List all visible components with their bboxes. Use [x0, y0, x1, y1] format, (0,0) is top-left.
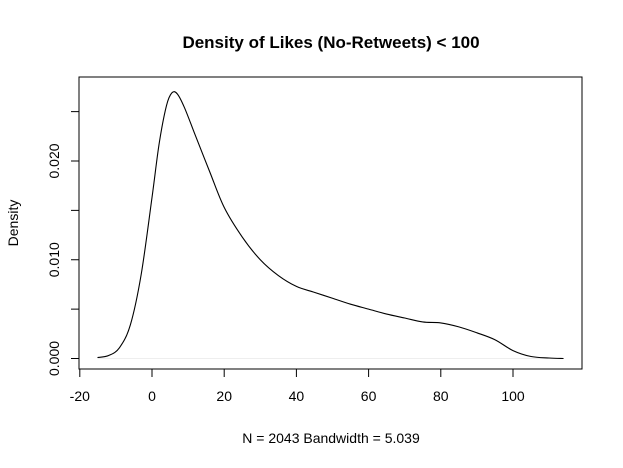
x-tick-label: 40: [289, 388, 305, 404]
x-tick-label: 0: [148, 388, 156, 404]
x-tick-label: 60: [361, 388, 377, 404]
density-curve: [97, 91, 564, 360]
y-tick-label: 0.010: [46, 242, 62, 277]
plot-frame: [78, 76, 583, 370]
x-tick-label: 80: [433, 388, 449, 404]
y-tick-label: 0.000: [46, 341, 62, 376]
y-tick-label: 0.020: [46, 143, 62, 178]
y-axis: 0.000 0.010 0.020: [46, 111, 80, 376]
y-axis-label: Density: [5, 200, 21, 247]
x-axis-label: N = 2043 Bandwidth = 5.039: [242, 430, 420, 446]
chart-title: Density of Likes (No-Retweets) < 100: [182, 33, 479, 52]
x-axis: -20 0 20 40 60 80 100: [70, 368, 525, 404]
x-tick-label: -20: [70, 388, 90, 404]
x-tick-label: 100: [501, 388, 525, 404]
x-tick-label: 20: [216, 388, 232, 404]
